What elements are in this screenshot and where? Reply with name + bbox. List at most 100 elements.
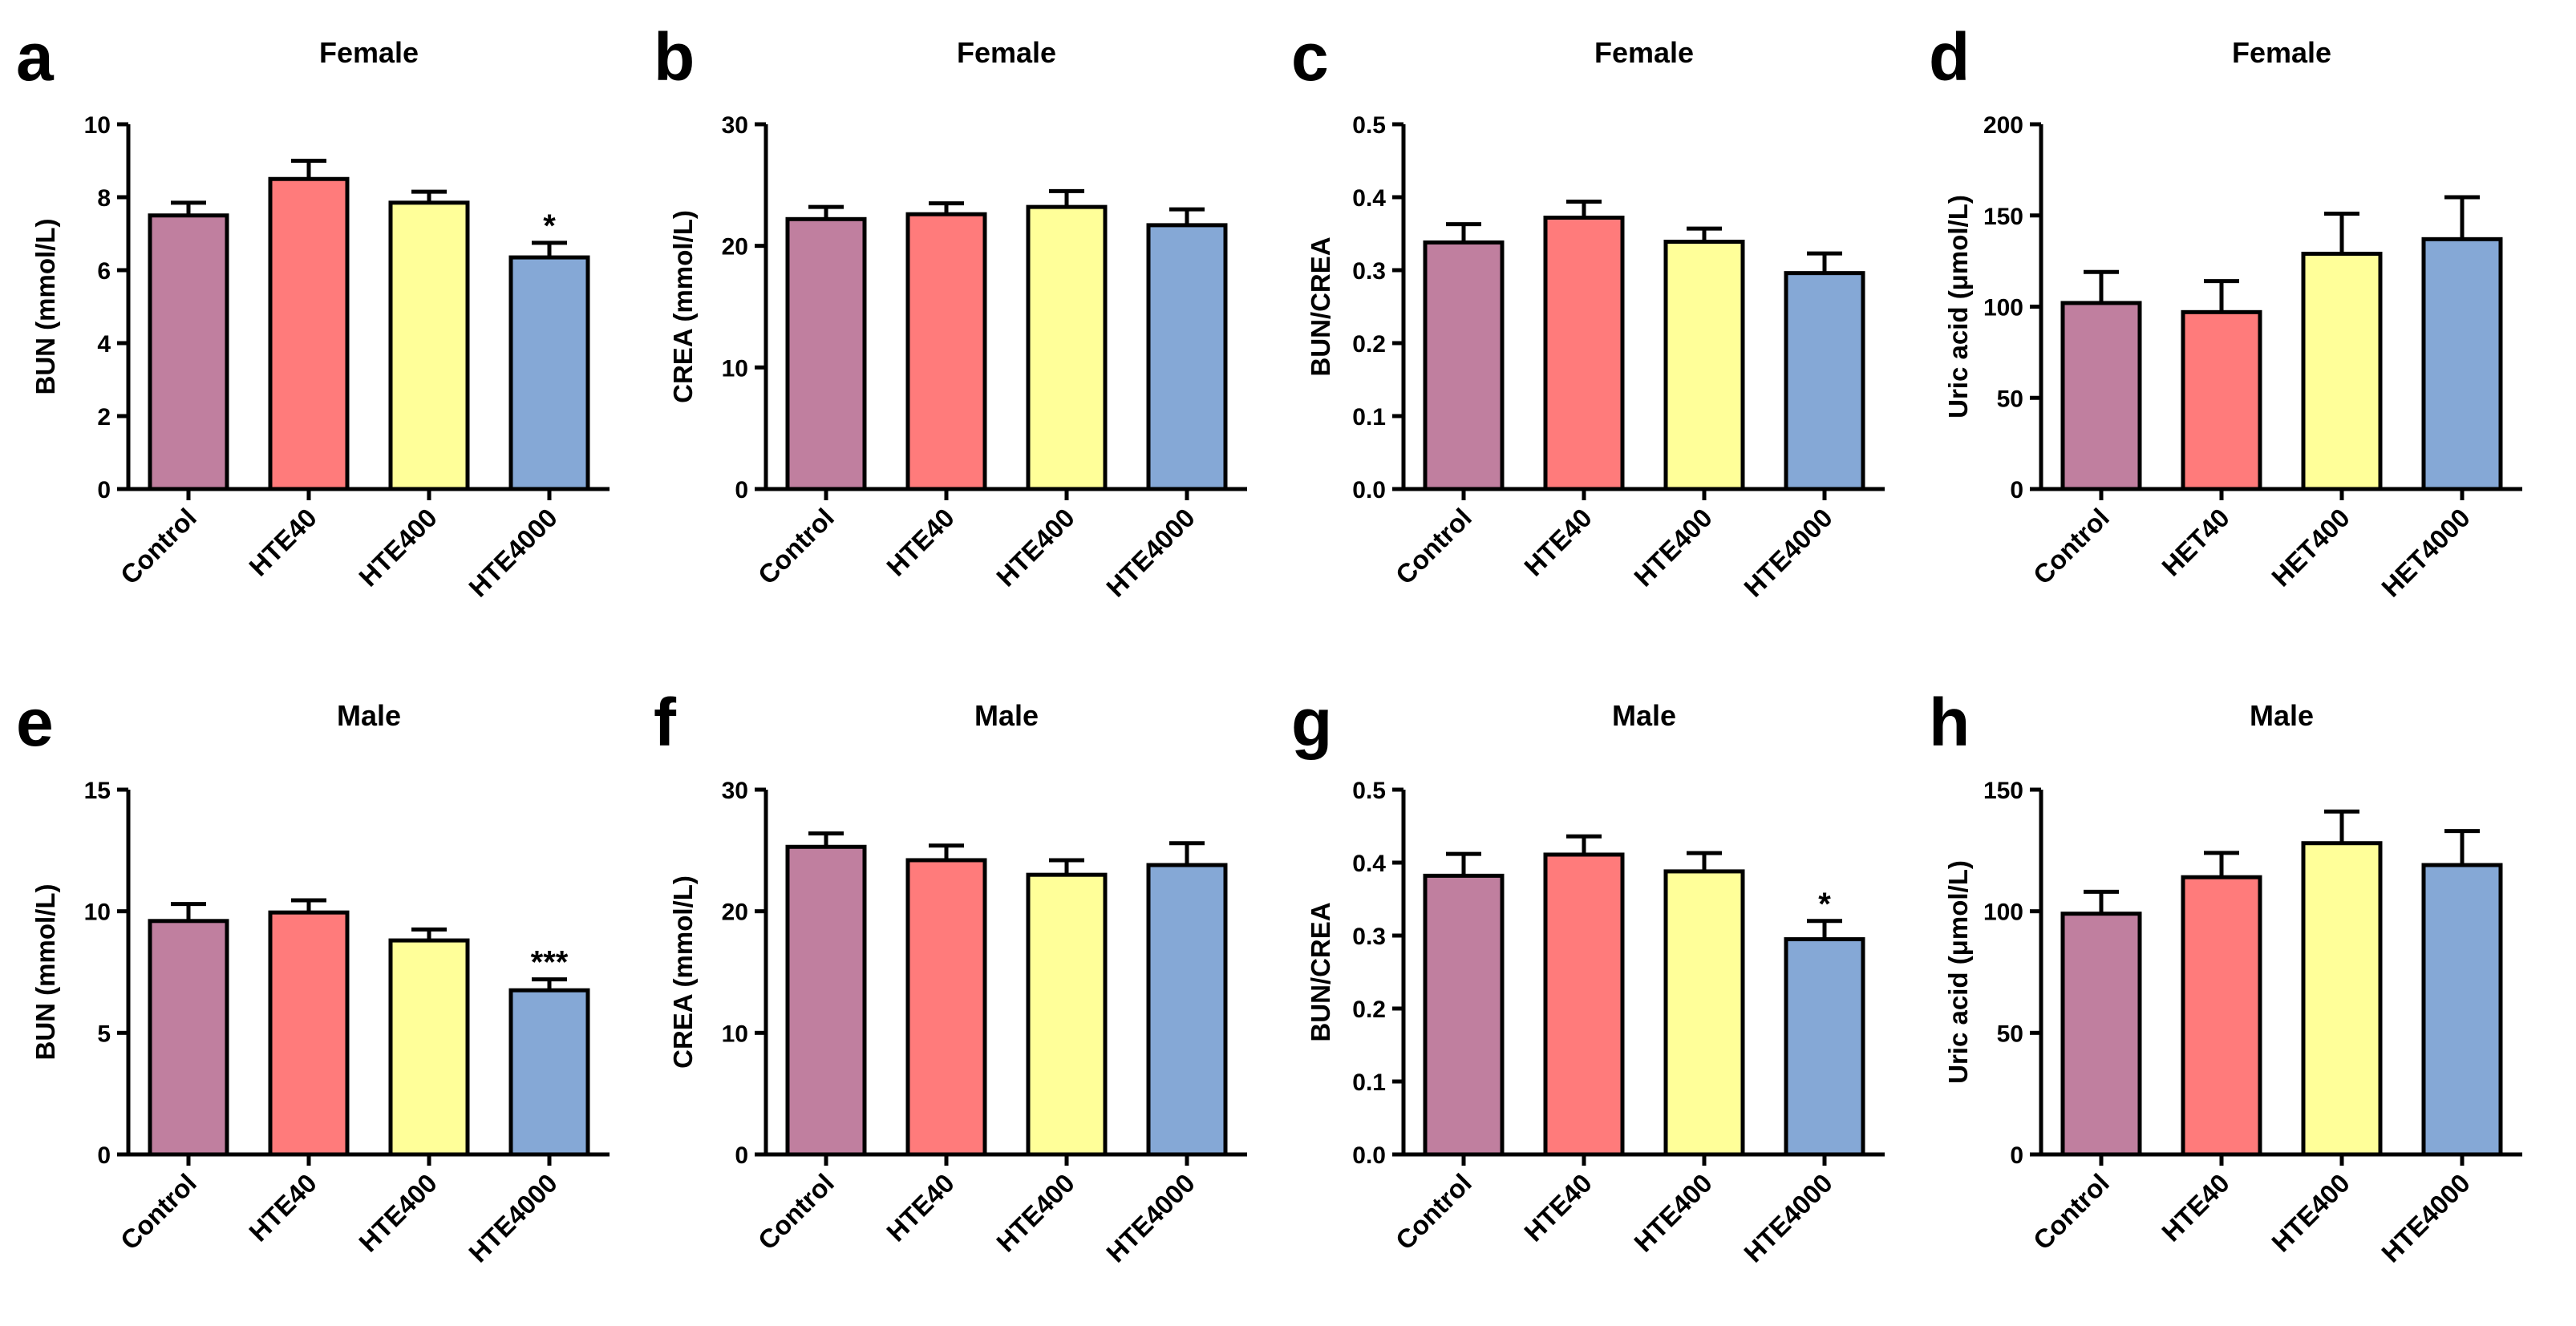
panel-c: c Female BUN/CREA 0.0 0.1 0.2 0.3 0.4 0.5 Control… [1291,19,1885,603]
panel-e: e Male BUN (mmol/L) 0 5 10 15 Control HTE40 HTE40… [16,685,610,1268]
y-tick-label: 20 [722,899,748,926]
y-axis-label: BUN/CREA [1306,902,1335,1041]
bar-hte40 [268,176,350,491]
bar-control [785,844,867,1157]
x-tick-label: HTE4000 [1738,503,1838,603]
y-tick-label: 20 [722,234,748,261]
bar-hte4000 [1146,223,1228,491]
y-tick-label: 4 [97,331,111,358]
bar-hte400 [1026,872,1108,1157]
panel-title: Male [1612,699,1676,732]
panel-label: h [1929,685,1970,760]
y-tick-label: 0.2 [1352,331,1386,358]
y-axis-label: Uric acid (μmol/L) [1943,195,1973,418]
significance-marker: * [543,208,556,244]
y-tick-label: 0.3 [1352,924,1386,950]
y-tick-label: 0.0 [1352,477,1386,503]
panel-label: b [654,19,695,95]
bar-hte40 [905,212,987,491]
x-tick-label: HTE4000 [463,1168,563,1268]
y-tick-label: 0.4 [1352,851,1386,877]
panel-title: Female [319,36,419,69]
bar-hte40 [268,910,350,1157]
panel-title: Male [974,699,1039,732]
x-tick-label: HTE4000 [463,503,563,603]
bar-hte4000 [2421,863,2503,1157]
x-tick-label: Control [2027,1168,2115,1255]
x-tick-label: Control [1390,1168,1477,1255]
significance-marker: *** [531,945,569,980]
bar-control [2060,301,2142,491]
significance-marker: * [1818,887,1831,922]
x-tick-label: HTE400 [990,1168,1080,1258]
y-tick-label: 2 [97,404,111,431]
y-tick-label: 50 [1997,386,2023,412]
bar-hte400 [1026,204,1108,491]
y-tick-label: 6 [97,258,111,285]
panel-title: Female [1594,36,1694,69]
y-tick-label: 15 [84,778,111,804]
x-tick-label: HTE4000 [1100,503,1201,603]
bar-control [785,216,867,491]
panel-f: f Male CREA (mmol/L) 0 10 20 30 Control HTE40 HTE… [654,685,1247,1268]
panel-title: Male [2250,699,2314,732]
panel-label: e [16,685,54,760]
y-tick-label: 0 [2010,1142,2023,1169]
bar-hte400 [388,938,470,1157]
bar-hte4000 [1146,863,1228,1157]
x-tick-label: HTE400 [1628,1168,1718,1258]
x-tick-label: HTE4000 [1738,1168,1838,1268]
bar-hte40 [905,858,987,1157]
bar-control [148,919,229,1157]
panel-b: b Female CREA (mmol/L) 0 10 20 30 Control HTE40 H… [654,19,1247,603]
y-axis-label: CREA (mmol/L) [668,210,698,403]
y-tick-label: 100 [1983,899,2023,926]
y-tick-label: 50 [1997,1021,2023,1047]
panel-label: f [654,685,677,760]
bar-hte400 [1663,240,1745,491]
bar-hte40 [2181,875,2262,1157]
y-tick-label: 10 [722,1021,748,1047]
x-tick-label: HTE4000 [2376,1168,2476,1268]
x-tick-label: Control [752,1168,840,1255]
x-tick-label: HTE40 [1518,1168,1598,1247]
bar-control [1423,873,1505,1157]
y-axis-label: BUN/CREA [1306,236,1335,376]
panel-title: Male [337,699,401,732]
y-tick-label: 30 [722,112,748,139]
y-tick-label: 5 [97,1021,111,1047]
bar-het40 [2181,309,2262,491]
panel-a: a Female BUN (mmol/L) 0 2 4 6 8 10 Control HTE40 HT… [16,19,610,603]
y-axis-label: BUN (mmol/L) [30,884,60,1061]
x-tick-label: HTE40 [881,1168,960,1247]
bar-control [148,213,229,491]
y-tick-label: 0 [97,477,111,503]
y-tick-label: 100 [1983,295,2023,321]
x-tick-label: HTE400 [1628,503,1718,592]
x-tick-label: HTE40 [243,1168,322,1247]
panel-h: h Male Uric acid (μmol/L) 0 50 100 150 Control H… [1929,685,2522,1268]
panel-g: g Male BUN/CREA 0.0 0.1 0.2 0.3 0.4 0.5 Control HT… [1291,685,1885,1268]
y-tick-label: 150 [1983,204,2023,230]
bar-hte400 [2301,841,2383,1157]
y-tick-label: 0 [735,477,748,503]
panel-label: c [1291,19,1329,95]
y-tick-label: 0.4 [1352,185,1386,212]
x-tick-label: HET40 [2156,503,2235,582]
bar-het4000 [2421,236,2503,491]
panel-title: Female [2232,36,2331,69]
x-tick-label: HTE4000 [1100,1168,1201,1268]
y-tick-label: 0.0 [1352,1142,1386,1169]
y-axis-label: CREA (mmol/L) [668,875,698,1069]
panel-label: d [1929,19,1970,95]
bar-hte4000 [508,255,590,491]
y-tick-label: 0 [2010,477,2023,503]
x-tick-label: HET400 [2266,503,2355,592]
x-tick-label: HTE400 [353,503,443,592]
x-tick-label: HTE400 [353,1168,443,1258]
x-tick-label: Control [1390,503,1477,590]
x-tick-label: HTE40 [881,503,960,582]
panel-label: a [16,19,55,95]
bar-hte4000 [1784,271,1865,491]
